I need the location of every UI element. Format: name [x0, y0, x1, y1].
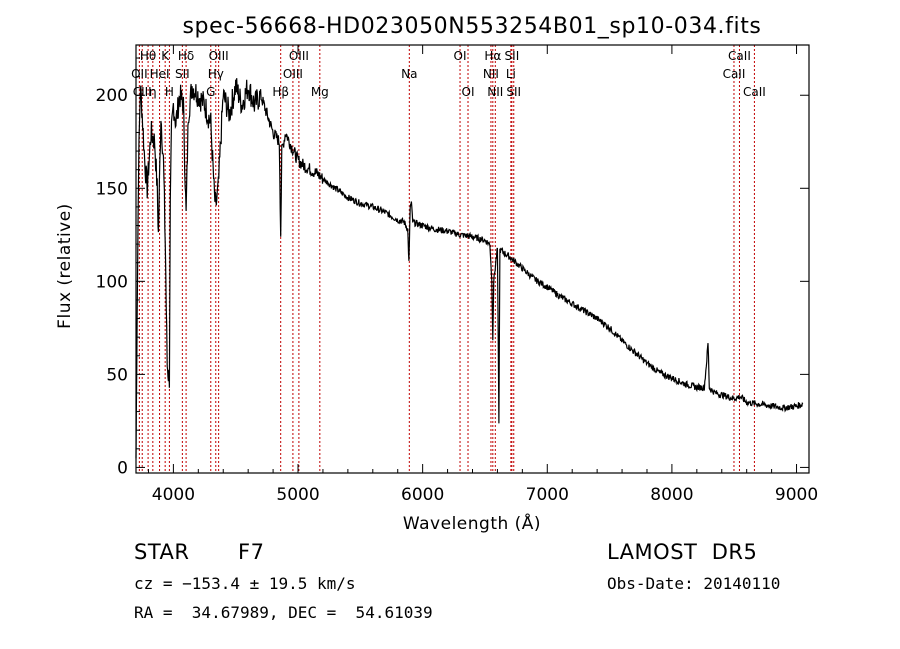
spectral-line-label: SII	[506, 85, 521, 99]
y-tick-label: 0	[117, 458, 128, 478]
x-tick-label: 8000	[650, 485, 693, 505]
y-axis-label: Flux (relative)	[55, 203, 75, 329]
chart-title: spec-56668-HD023050N553254B01_sp10-034.f…	[182, 14, 761, 39]
object-class: STAR	[134, 540, 190, 564]
spectral-line-label: NII	[483, 67, 499, 81]
spectral-line-label: SII	[505, 49, 520, 63]
spectral-line-label: Hα	[484, 49, 501, 63]
spectral-line-label: Hδ	[178, 49, 194, 63]
spectral-line-label: OIII	[289, 49, 309, 63]
x-tick-label: 9000	[775, 485, 818, 505]
coordinates: RA = 34.67989, DEC = 54.61039	[134, 603, 433, 622]
spectral-line-label: OI	[462, 85, 475, 99]
spectral-line-label: OII	[131, 67, 148, 81]
survey-name: LAMOST DR5	[607, 540, 758, 564]
spectral-line-label: SII	[175, 67, 190, 81]
spectral-line-label: OIII	[283, 67, 303, 81]
spectral-line-label: CaII	[723, 67, 746, 81]
x-tick-label: 4000	[152, 485, 195, 505]
y-axis-ticks: 0 50 100 150 200	[96, 57, 809, 478]
y-tick-label: 100	[96, 272, 128, 292]
spectral-line-label: Hγ	[208, 67, 224, 81]
spectral-line-label: OIII	[209, 49, 229, 63]
spectral-line-label: Hβ	[272, 85, 289, 99]
spectral-line-label: Hθ	[140, 49, 156, 63]
x-axis-label: Wavelength (Å)	[403, 512, 541, 534]
spectral-line-label: Li	[506, 67, 516, 81]
y-tick-label: 200	[96, 86, 128, 106]
spectral-line-label: H	[165, 85, 174, 99]
x-axis-ticks: 4000 5000 6000 7000 8000 9000	[147, 45, 818, 505]
x-tick-label: 5000	[276, 485, 319, 505]
plot-frame	[135, 44, 810, 474]
y-tick-label: 150	[96, 179, 128, 199]
spectral-line-label: G	[206, 85, 215, 99]
spectral-line-label: K	[161, 49, 170, 63]
observation-date: Obs-Date: 20140110	[607, 574, 781, 593]
spectral-line-label: Na	[401, 67, 417, 81]
spectral-line-label: η	[149, 85, 157, 99]
x-tick-label: 7000	[526, 485, 569, 505]
redshift-value: cz = −153.4 ± 19.5 km/s	[134, 574, 356, 593]
x-tick-label: 6000	[401, 485, 444, 505]
spectral-line-label: Mg	[311, 85, 329, 99]
spectrum-line	[135, 78, 804, 459]
spectral-line-label: CaII	[743, 85, 766, 99]
spectral-line-label: HeI	[150, 67, 170, 81]
spectral-line-labels: Hθ K Hδ OIII OIII OI Hα SII CaII OII HeI SII Hγ OIII N…	[131, 49, 766, 99]
spectral-line-label: CaII	[728, 49, 751, 63]
spectral-line-label: OI	[454, 49, 467, 63]
object-subclass: F7	[238, 540, 265, 564]
spectral-line-label: NII	[487, 85, 503, 99]
y-tick-label: 50	[106, 365, 128, 385]
